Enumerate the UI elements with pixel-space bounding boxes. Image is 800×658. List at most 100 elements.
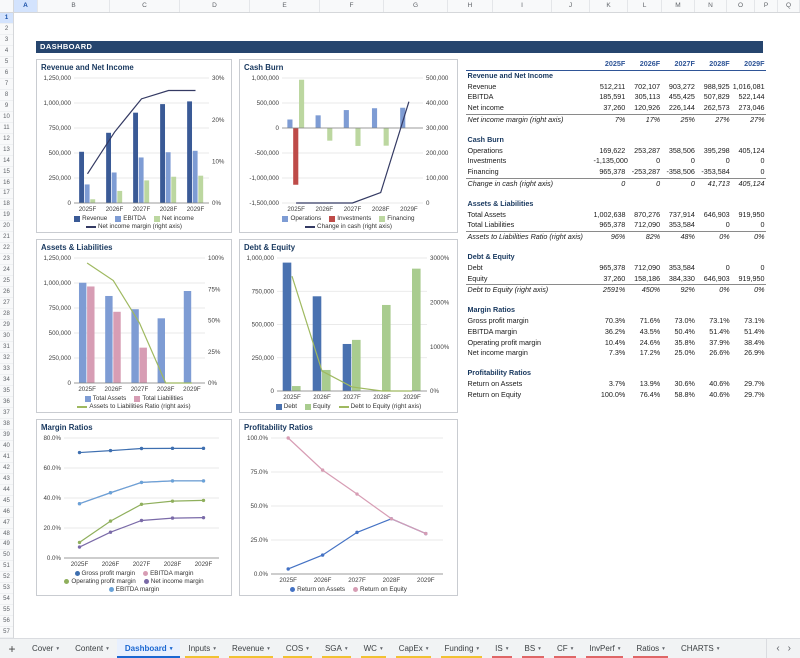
row-header-16[interactable]: 16: [0, 178, 13, 189]
row-header-40[interactable]: 40: [0, 441, 13, 452]
tab-menu-icon[interactable]: ▾: [379, 645, 383, 652]
tab-ratios[interactable]: Ratios ▾: [628, 639, 672, 658]
column-header-N[interactable]: N: [695, 0, 727, 12]
tab-menu-icon[interactable]: ▾: [476, 645, 480, 652]
table-cell[interactable]: 405,124: [738, 145, 765, 155]
row-header-46[interactable]: 46: [0, 507, 13, 518]
table-cell[interactable]: 3.7%: [608, 378, 626, 388]
table-cell[interactable]: 27%: [696, 113, 732, 126]
table-cell[interactable]: 358,506: [668, 145, 695, 155]
sheet-canvas[interactable]: DASHBOARD Revenue and Net Income 0 250,00…: [14, 13, 800, 638]
table-cell[interactable]: 35.8%: [674, 337, 695, 347]
tab-inputs[interactable]: Inputs ▾: [180, 639, 224, 658]
table-cell[interactable]: 100.0%: [600, 389, 626, 399]
tab-revenue[interactable]: Revenue ▾: [224, 639, 278, 658]
table-cell[interactable]: 0%: [731, 284, 766, 297]
row-header-31[interactable]: 31: [0, 342, 13, 354]
row-header-6[interactable]: 6: [0, 68, 13, 79]
table-cell[interactable]: 17.2%: [639, 348, 661, 358]
table-cell[interactable]: 73.1%: [709, 315, 730, 325]
table-cell[interactable]: 120,926: [634, 103, 661, 113]
table-cell[interactable]: 0: [725, 156, 730, 166]
year-column-header[interactable]: 2027F: [661, 59, 697, 71]
row-header-23[interactable]: 23: [0, 254, 13, 266]
table-cell[interactable]: 1,016,081: [732, 81, 765, 91]
column-header-B[interactable]: B: [38, 0, 110, 12]
table-cell[interactable]: 13.9%: [639, 378, 661, 388]
table-cell[interactable]: 919,950: [738, 273, 765, 283]
chart-assets-liabilities[interactable]: Assets & Liabilities 0 250,000 500,000 750,…: [36, 239, 232, 413]
row-header-48[interactable]: 48: [0, 529, 13, 540]
table-cell[interactable]: 36.2%: [604, 326, 626, 336]
tab-menu-icon[interactable]: ▾: [505, 645, 509, 652]
table-cell[interactable]: 40.6%: [709, 389, 730, 399]
table-cell[interactable]: -358,506: [666, 167, 695, 177]
tab-menu-icon[interactable]: ▾: [106, 645, 109, 652]
table-cell[interactable]: 0%: [696, 231, 732, 243]
table-cell[interactable]: -353,584: [701, 167, 730, 177]
table-cell[interactable]: 37.9%: [709, 337, 730, 347]
year-column-header[interactable]: 2026F: [626, 59, 662, 71]
row-header-54[interactable]: 54: [0, 594, 13, 606]
tab-capex[interactable]: CapEx ▾: [391, 639, 437, 658]
table-cell[interactable]: 226,144: [668, 103, 695, 113]
table-cell[interactable]: 41,713: [696, 177, 732, 190]
row-header-55[interactable]: 55: [0, 605, 13, 617]
table-cell[interactable]: 169,622: [599, 145, 626, 155]
table-cell[interactable]: 25%: [661, 113, 697, 126]
table-cell[interactable]: 24.6%: [639, 337, 661, 347]
table-cell[interactable]: 50.4%: [674, 326, 695, 336]
chart-margin-ratios[interactable]: Margin Ratios 0.0% 20.0% 40.0% 60.0% 80.0% 20…: [36, 419, 232, 596]
column-header-I[interactable]: I: [493, 0, 552, 12]
table-cell[interactable]: 0: [592, 177, 627, 190]
table-cell[interactable]: 737,914: [668, 209, 695, 219]
row-header-4[interactable]: 4: [0, 46, 13, 57]
table-cell[interactable]: 51.4%: [709, 326, 730, 336]
column-header-O[interactable]: O: [727, 0, 755, 12]
tab-menu-icon[interactable]: ▾: [662, 645, 665, 652]
column-header-P[interactable]: P: [755, 0, 778, 12]
table-cell[interactable]: 0: [725, 220, 730, 230]
row-header-47[interactable]: 47: [0, 518, 13, 529]
table-cell[interactable]: 262,573: [703, 103, 730, 113]
row-header-29[interactable]: 29: [0, 320, 13, 332]
tab-charts[interactable]: CHARTS ▾: [673, 639, 728, 658]
row-header-12[interactable]: 12: [0, 134, 13, 145]
table-cell[interactable]: 512,211: [599, 81, 626, 91]
tab-cf[interactable]: CF ▾: [549, 639, 581, 658]
tab-menu-icon[interactable]: ▾: [306, 645, 309, 652]
column-header-L[interactable]: L: [628, 0, 662, 12]
table-cell[interactable]: 870,276: [634, 209, 661, 219]
tab-menu-icon[interactable]: ▾: [617, 645, 621, 652]
table-cell[interactable]: 7.3%: [608, 348, 626, 358]
table-cell[interactable]: 0: [760, 262, 765, 272]
table-cell[interactable]: 507,829: [703, 92, 730, 102]
row-header-9[interactable]: 9: [0, 101, 13, 112]
row-header-51[interactable]: 51: [0, 561, 13, 573]
row-header-3[interactable]: 3: [0, 35, 13, 46]
table-cell[interactable]: 0: [760, 167, 765, 177]
table-cell[interactable]: 0: [626, 177, 662, 190]
tab-menu-icon[interactable]: ▾: [538, 645, 541, 652]
row-header-7[interactable]: 7: [0, 79, 13, 90]
table-cell[interactable]: 96%: [592, 231, 627, 243]
table-cell[interactable]: 965,378: [599, 262, 626, 272]
table-cell[interactable]: 38.4%: [744, 337, 765, 347]
column-header-M[interactable]: M: [662, 0, 695, 12]
table-cell[interactable]: 0%: [731, 231, 766, 243]
table-cell[interactable]: 965,378: [599, 167, 626, 177]
row-header-10[interactable]: 10: [0, 112, 13, 123]
table-cell[interactable]: 395,298: [703, 145, 730, 155]
row-header-39[interactable]: 39: [0, 430, 13, 441]
row-header-19[interactable]: 19: [0, 210, 13, 222]
row-header-44[interactable]: 44: [0, 485, 13, 496]
table-cell[interactable]: 7%: [592, 113, 627, 126]
table-cell[interactable]: 29.7%: [744, 378, 765, 388]
row-header-45[interactable]: 45: [0, 496, 13, 507]
tab-dashboard[interactable]: Dashboard ▾: [116, 639, 181, 658]
scroll-tabs-right-icon[interactable]: ›: [787, 643, 791, 654]
row-header-21[interactable]: 21: [0, 232, 13, 244]
table-cell[interactable]: 58.8%: [674, 389, 695, 399]
chart-debt-equity[interactable]: Debt & Equity 0 250,000 500,000 750,000 1,00…: [239, 239, 458, 413]
column-header-A[interactable]: A: [14, 0, 38, 12]
